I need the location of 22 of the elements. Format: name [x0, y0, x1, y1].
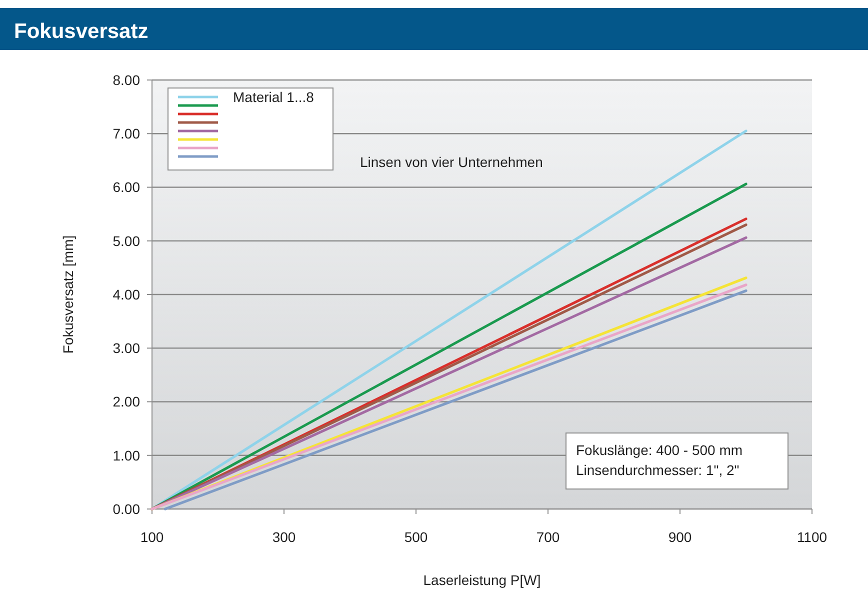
y-axis-title: Fokusversatz [mm]	[60, 235, 76, 354]
x-tick-label: 100	[140, 529, 164, 545]
y-tick-label: 5.00	[112, 232, 140, 249]
x-tick-label: 300	[272, 529, 296, 545]
chart-title: Fokusversatz	[14, 20, 148, 43]
y-tick-label: 4.00	[112, 286, 140, 302]
y-tick-label: 0.00	[112, 500, 140, 517]
y-tick-label: 1.00	[112, 447, 140, 464]
y-tick-label: 7.00	[112, 126, 140, 142]
y-tick-label: 2.00	[112, 394, 140, 410]
x-tick-label: 1100	[796, 529, 828, 545]
annotation: Linsen von vier Unternehmen	[360, 154, 543, 170]
annotation: Linsendurchmesser: 1", 2"	[576, 462, 740, 478]
x-axis-title: Laserleistung P[W]	[423, 572, 541, 588]
legend-label: Material 1...8	[233, 89, 314, 105]
x-tick-label: 900	[668, 529, 692, 545]
y-tick-label: 8.00	[112, 72, 140, 88]
y-tick-label: 6.00	[112, 179, 140, 196]
y-tick-label: 3.00	[112, 340, 140, 356]
x-tick-label: 500	[404, 529, 428, 545]
annotation: Fokuslänge: 400 - 500 mm	[576, 442, 743, 458]
x-tick-label: 700	[536, 529, 560, 545]
